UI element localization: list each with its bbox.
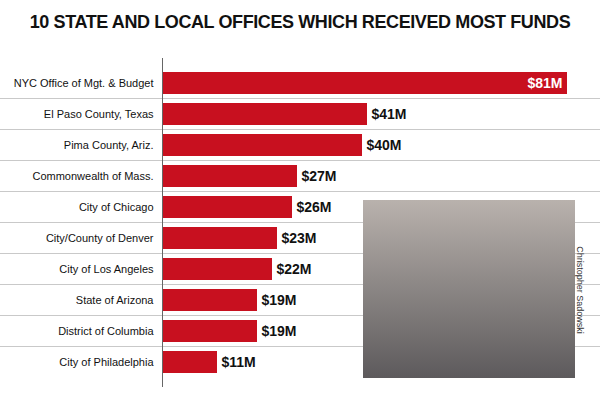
svg-text:City/County of Denver: City/County of Denver: [46, 232, 154, 244]
svg-text:District of Columbia: District of Columbia: [58, 325, 154, 337]
svg-text:NYC Office of Mgt. & Budget: NYC Office of Mgt. & Budget: [14, 77, 154, 89]
svg-text:$81M: $81M: [527, 75, 562, 91]
svg-text:Commonwealth of Mass.: Commonwealth of Mass.: [32, 170, 153, 182]
svg-text:City of Philadelphia: City of Philadelphia: [59, 356, 154, 368]
svg-text:$40M: $40M: [367, 137, 402, 153]
svg-text:City of Los Angeles: City of Los Angeles: [59, 263, 154, 275]
svg-text:City of Chicago: City of Chicago: [79, 201, 154, 213]
html-text:Christopher Sadowski: Christopher Sadowski: [575, 246, 585, 334]
svg-text:$41M: $41M: [372, 106, 407, 122]
svg-text:State of Arizona: State of Arizona: [76, 294, 155, 306]
html-text:10 STATE AND LOCAL OFFICES WHI: 10 STATE AND LOCAL OFFICES WHICH RECEIVE…: [29, 12, 571, 32]
svg-text:$19M: $19M: [262, 323, 297, 339]
svg-text:$26M: $26M: [297, 199, 332, 215]
svg-text:$19M: $19M: [262, 292, 297, 308]
svg-text:El Paso County, Texas: El Paso County, Texas: [44, 108, 154, 120]
svg-text:$23M: $23M: [282, 230, 317, 246]
svg-text:Pima County, Ariz.: Pima County, Ariz.: [64, 139, 154, 151]
svg-text:$22M: $22M: [277, 261, 312, 277]
svg-text:$27M: $27M: [302, 168, 337, 184]
svg-text:$11M: $11M: [222, 354, 256, 370]
